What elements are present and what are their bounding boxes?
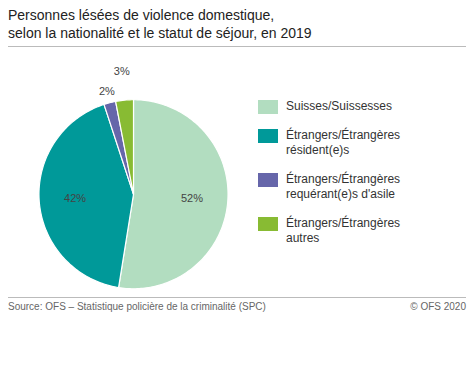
html-text:Étrangers/Étrangères: Étrangers/Étrangères xyxy=(286,215,401,230)
html-text:© OFS 2020: © OFS 2020 xyxy=(410,301,466,312)
html-text:Étrangers/Étrangères: Étrangers/Étrangères xyxy=(286,171,401,186)
html-text:autres: autres xyxy=(286,230,320,245)
html-text:Source: OFS – Statistique poli: Source: OFS – Statistique policière de l… xyxy=(8,301,266,312)
html-text:requérant(e)s d'asile: requérant(e)s d'asile xyxy=(286,186,395,201)
svg-text:52%: 52% xyxy=(181,192,203,204)
svg-text:42%: 42% xyxy=(64,192,86,204)
svg-text:3%: 3% xyxy=(114,65,130,77)
html-text:résident(e)s: résident(e)s xyxy=(286,142,350,157)
html-text:Personnes lésées de violence d: Personnes lésées de violence domestique, xyxy=(8,7,275,23)
svg-text:2%: 2% xyxy=(99,85,115,97)
html-text:selon la nationalité et le sta: selon la nationalité et le statut de séj… xyxy=(8,25,312,41)
html-text:Étrangers/Étrangères: Étrangers/Étrangères xyxy=(286,127,401,142)
html-text:Suisses/Suissesses: Suisses/Suissesses xyxy=(286,98,392,113)
